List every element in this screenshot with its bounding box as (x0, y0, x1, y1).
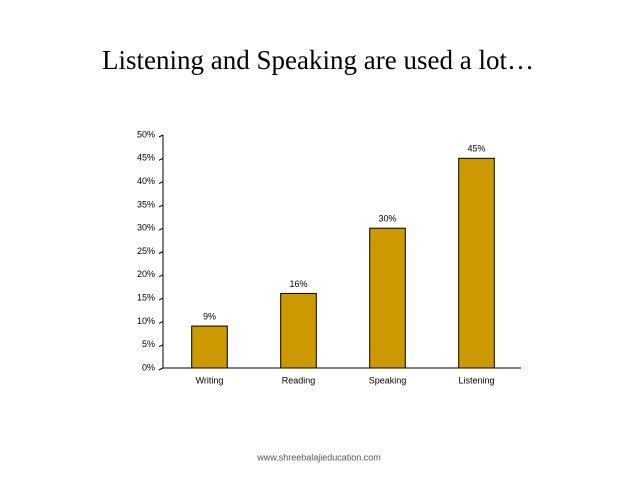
bar (458, 157, 495, 369)
y-tick-mark (158, 204, 164, 208)
y-tick-mark (158, 134, 164, 138)
y-tick-label: 45% (137, 153, 155, 163)
y-tick-label: 35% (137, 199, 155, 209)
bar (191, 325, 228, 369)
y-tick-mark (158, 320, 164, 324)
y-tick-mark (158, 344, 164, 348)
y-tick-label: 50% (137, 129, 155, 139)
x-tick-label: Listening (458, 375, 494, 385)
bar (369, 227, 406, 369)
y-tick-label: 30% (137, 223, 155, 233)
y-tick-label: 0% (142, 362, 155, 372)
y-tick-label: 25% (137, 246, 155, 256)
y-tick-mark (158, 181, 164, 185)
y-tick-mark (158, 157, 164, 161)
x-tick-label: Reading (282, 375, 316, 385)
y-tick-label: 20% (137, 269, 155, 279)
x-tick-label: Writing (196, 375, 224, 385)
y-tick-mark (158, 367, 164, 371)
y-tick-label: 15% (137, 292, 155, 302)
x-tick-label: Speaking (369, 375, 407, 385)
y-tick-label: 10% (137, 316, 155, 326)
y-tick-label: 40% (137, 176, 155, 186)
y-tick-mark (158, 297, 164, 301)
chart-title: Listening and Speaking are used a lot… (102, 45, 534, 75)
bar (280, 292, 317, 369)
data-label: 45% (467, 144, 485, 154)
data-label: 9% (203, 311, 216, 321)
footer: www.shreebalajieducation.com (256, 452, 381, 462)
data-label: 16% (289, 279, 307, 289)
y-tick-mark (158, 251, 164, 254)
y-tick-label: 5% (142, 339, 155, 349)
data-label: 30% (378, 214, 396, 224)
y-tick-mark (158, 274, 164, 278)
y-tick-mark (158, 227, 164, 231)
